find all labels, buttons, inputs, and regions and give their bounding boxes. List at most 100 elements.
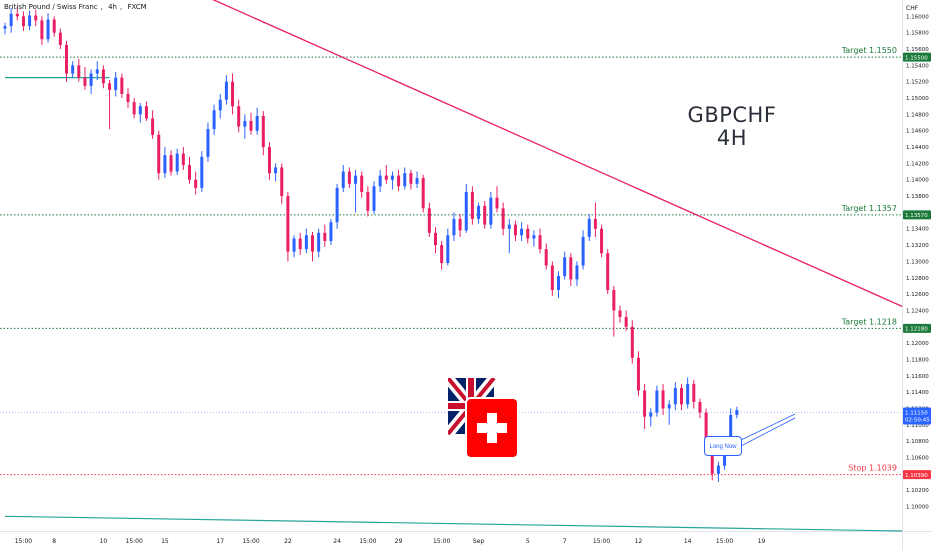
candle-body (434, 232, 437, 246)
candle (606, 249, 610, 295)
last-price-value: 1.11150 (905, 411, 928, 417)
candle-body (335, 187, 339, 223)
candle-body (163, 155, 167, 174)
x-tick-label: 29 (395, 538, 403, 545)
candle-body (347, 171, 351, 184)
candle (440, 240, 444, 270)
candle-body (292, 238, 296, 252)
candle-body (243, 120, 247, 127)
candle (34, 9, 38, 27)
y-tick-label: 1.13200 (906, 243, 929, 249)
candle-body (9, 13, 13, 27)
candle (347, 167, 351, 188)
candle (311, 232, 314, 262)
candle (163, 147, 167, 179)
candle-body (704, 412, 708, 448)
candle-body (427, 208, 431, 233)
candle-body (267, 147, 271, 174)
title-pair: GBPCHF (687, 103, 777, 127)
candle-body (65, 44, 68, 74)
candle-body (101, 69, 105, 84)
candle-body (311, 235, 314, 252)
y-tick-label: 1.15200 (906, 80, 929, 86)
candle-body (329, 222, 333, 241)
x-tick-label: 8 (52, 538, 56, 545)
time-axis[interactable]: 15:00 8 10 15:00 15 17 15:00 22 24 15:00 29 15:00 Se… (15, 538, 766, 545)
candle (249, 112, 253, 135)
candle (483, 200, 487, 229)
candle (378, 169, 382, 192)
candle (237, 99, 241, 133)
y-tick-label: 1.14000 (906, 178, 929, 184)
candle-body (323, 232, 327, 241)
candle (538, 228, 542, 254)
candle (569, 253, 573, 286)
candle-body (304, 235, 308, 250)
candle-body (126, 93, 130, 103)
candle-body (200, 156, 204, 188)
symbol-exchange: FXCM (127, 3, 147, 11)
candle (563, 251, 567, 280)
candle (643, 383, 647, 429)
candle-body (354, 175, 358, 184)
candle-body (470, 191, 474, 219)
candle-body (224, 81, 228, 100)
candle-body (716, 465, 720, 474)
candle-body (446, 235, 450, 264)
symbol-header[interactable]: British Pound / Swiss Franc, 4h, FXCM (4, 3, 147, 11)
candle (673, 382, 677, 411)
candle (243, 114, 247, 139)
candle (593, 202, 597, 237)
candle (372, 181, 376, 215)
candle (636, 351, 640, 397)
level-tag-label: 1.13570 (905, 213, 928, 219)
candle (366, 186, 370, 217)
x-tick-label: 12 (635, 538, 643, 545)
symbol-interval: 4h (108, 3, 117, 11)
candle-body (212, 110, 216, 130)
level-label: Target 1.1550 (841, 46, 897, 55)
y-tick-label: 1.12400 (906, 308, 929, 314)
x-tick-label: 15:00 (359, 538, 376, 545)
x-tick-label: 10 (100, 538, 108, 545)
candle (335, 183, 339, 229)
y-tick-label: 1.14400 (906, 145, 929, 151)
chart-title-overlay: GBPCHF 4H (668, 104, 796, 150)
candle (138, 102, 142, 123)
candle (9, 8, 13, 33)
candle-body (21, 16, 25, 27)
candle-body (3, 26, 7, 29)
y-tick-label: 1.13800 (906, 194, 929, 200)
candle (434, 227, 437, 254)
candle (261, 111, 265, 156)
candle (384, 165, 388, 184)
candle-body (40, 20, 44, 40)
candle-body (34, 15, 38, 21)
candle (224, 75, 228, 105)
candle (618, 305, 622, 323)
y-tick-label: 1.14600 (906, 129, 929, 135)
candle-body (181, 153, 185, 166)
candle-body (569, 257, 573, 280)
level-label: Stop 1.1039 (848, 464, 897, 473)
x-tick-label: 15:00 (15, 538, 32, 545)
candle (101, 65, 105, 89)
candle-body (58, 32, 62, 45)
level-label: Target 1.1357 (841, 204, 897, 213)
x-tick-label: 15:00 (126, 538, 143, 545)
candle (403, 167, 407, 190)
candle (458, 214, 462, 237)
candle (83, 66, 87, 90)
candle-body (151, 118, 155, 135)
candle-body (138, 106, 142, 115)
candle (267, 142, 271, 180)
y-tick-label: 1.15400 (906, 63, 929, 69)
long-now-callout[interactable]: Long Now (704, 436, 742, 456)
candle-body (421, 178, 425, 209)
candle-body (630, 326, 634, 358)
y-tick-label: 1.10800 (906, 439, 929, 445)
candle-body (28, 15, 32, 27)
level-tag (903, 470, 931, 480)
candle-body (77, 65, 81, 78)
